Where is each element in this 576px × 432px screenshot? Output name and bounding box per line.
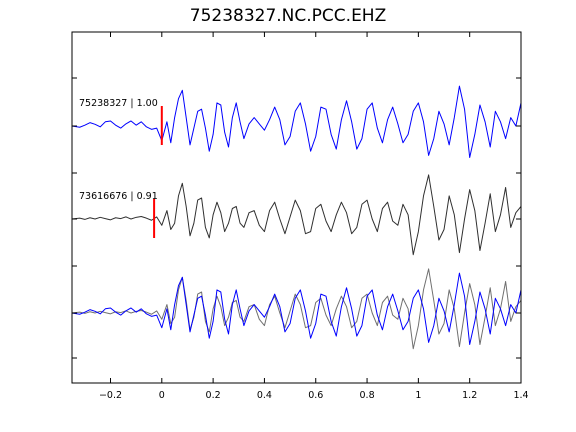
trace-label-0: 75238327 | 1.00 [79,98,158,109]
trace-label-group: 75238327 | 1.00 73616676 | 0.91 [79,98,158,202]
trace-group [71,85,522,350]
x-tick-label-0: −0.2 [99,390,122,401]
x-tick-label-4: 0.6 [308,390,323,401]
x-tick-label-1: 0 [159,390,165,401]
chart-title: 75238327.NC.PCC.EHZ [189,6,387,26]
pick-marker-group [153,106,163,238]
trace-label-1: 73616676 | 0.91 [79,191,158,202]
x-tick-label-2: 0.2 [206,390,221,401]
plot-frame [71,31,522,384]
trace-line-0 [71,85,522,158]
y-axis [72,77,521,359]
x-axis: −0.2 0 0.2 0.4 0.6 0.8 1 1.2 1.4 [99,32,529,401]
x-tick-label-8: 1.4 [513,390,528,401]
x-tick-label-6: 1 [415,390,421,401]
trace-line-1 [71,174,522,256]
trace-line-3 [71,268,522,350]
x-tick-label-7: 1.2 [462,390,477,401]
x-tick-label-3: 0.4 [257,390,272,401]
x-tick-label-5: 0.8 [360,390,375,401]
trace-line-2 [71,272,522,345]
